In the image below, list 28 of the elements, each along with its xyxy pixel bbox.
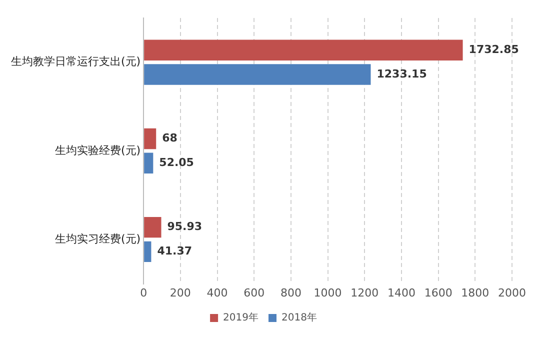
- bar: [144, 216, 162, 238]
- x-tick-label: 2000: [498, 286, 526, 300]
- bar: [144, 152, 154, 174]
- bar: [144, 40, 463, 60]
- legend-label: 2019年: [223, 312, 259, 324]
- legend-label: 2018年: [282, 312, 317, 324]
- data-label: 68: [162, 132, 178, 145]
- bar: [144, 241, 152, 262]
- bar: [144, 128, 156, 150]
- x-tick-label: 0: [140, 286, 148, 300]
- x-tick-label: 1400: [387, 286, 416, 300]
- x-tick-label: 1600: [424, 286, 452, 300]
- x-tick-label: 600: [244, 286, 265, 300]
- y-tick-label: 生均实验经费(元): [54, 144, 141, 157]
- data-label: 52.05: [159, 156, 194, 169]
- data-label: 41.37: [157, 244, 192, 258]
- data-label: 1233.15: [376, 67, 427, 80]
- x-tick-label: 1800: [461, 286, 490, 300]
- x-tick-label: 400: [206, 286, 228, 300]
- x-tick-label: 200: [170, 286, 191, 300]
- data-label: 95.93: [167, 220, 202, 234]
- x-tick-label: 1200: [350, 286, 379, 300]
- data-label: 1732.85: [468, 42, 519, 56]
- x-tick-label: 800: [280, 286, 302, 300]
- x-tick-label: 1000: [314, 286, 342, 300]
- bar: [144, 64, 371, 85]
- y-tick-label: 生均教学日常运行支出(元): [10, 55, 141, 68]
- y-tick-label: 生均实习经费(元): [54, 232, 141, 246]
